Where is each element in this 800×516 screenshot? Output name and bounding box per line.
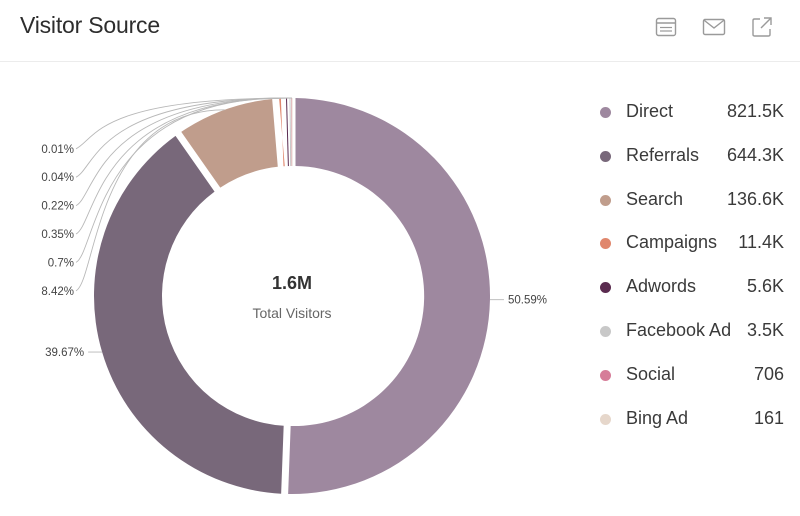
- center-value: 1.6M: [272, 273, 312, 293]
- legend-dot-referrals: [600, 150, 611, 162]
- legend-item-campaigns[interactable]: Campaigns 11.4K: [600, 225, 790, 269]
- chart-legend: Direct 821.5K Referrals 644.3K Search 136.6K C…: [600, 94, 790, 444]
- legend-value-campaigns: 11.4K: [738, 232, 784, 253]
- legend-label-adwords: Adwords: [626, 276, 697, 297]
- pct-label-facebook-ad: 0.22%: [41, 201, 74, 213]
- panel-header: Visitor Source: [0, 0, 800, 62]
- legend-item-adwords[interactable]: Adwords 5.6K: [600, 269, 790, 313]
- slice-adwords[interactable]: [286, 98, 289, 167]
- slice-campaigns[interactable]: [279, 98, 285, 167]
- legend-item-direct[interactable]: Direct 821.5K: [600, 94, 790, 138]
- legend-item-referrals[interactable]: Referrals 644.3K: [600, 138, 790, 182]
- legend-item-bing-ad[interactable]: Bing Ad 161: [600, 401, 790, 445]
- mail-icon[interactable]: [701, 14, 727, 40]
- legend-label-referrals: Referrals: [626, 144, 700, 165]
- list-icon[interactable]: [653, 14, 679, 40]
- legend-label-facebook-ad: Facebook Ad: [626, 319, 732, 340]
- leader-line-campaigns: [75, 97, 281, 263]
- leader-line-bing-ad: [75, 97, 292, 150]
- pct-label-campaigns: 0.7%: [48, 257, 74, 269]
- leader-line-facebook-ad: [75, 97, 290, 207]
- legend-item-social[interactable]: Social 706: [600, 357, 790, 401]
- legend-label-social: Social: [626, 363, 676, 384]
- legend-item-facebook-ad[interactable]: Facebook Ad 3.5K: [600, 313, 790, 357]
- legend-dot-adwords: [600, 282, 611, 294]
- legend-dot-campaigns: [600, 238, 611, 250]
- legend-label-bing-ad: Bing Ad: [626, 407, 689, 428]
- center-label: Total Visitors: [252, 305, 331, 321]
- pct-label-bing-ad: 0.01%: [41, 144, 74, 156]
- slice-direct[interactable]: [288, 98, 491, 495]
- legend-dot-social: [600, 369, 611, 381]
- legend-label-direct: Direct: [626, 101, 674, 121]
- donut-chart: 50.59% 39.67% 8.42% 0.7% 0.35% 0.22% 0.04% 0.01…: [41, 97, 547, 495]
- legend-dot-direct: [600, 107, 611, 118]
- legend-dot-facebook-ad: [600, 325, 611, 337]
- leader-line-adwords: [75, 97, 287, 235]
- pct-label-social: 0.04%: [41, 172, 74, 184]
- pct-label-search: 8.42%: [41, 286, 74, 298]
- pct-label-direct: 50.59%: [508, 295, 547, 307]
- legend-value-search: 136.6K: [726, 188, 784, 209]
- legend-dot-bing-ad: [600, 413, 611, 425]
- legend-value-facebook-ad: 3.5K: [746, 319, 784, 340]
- legend-item-search[interactable]: Search 136.6K: [600, 182, 790, 226]
- slice-search[interactable]: [181, 98, 278, 188]
- legend-value-bing-ad: 161: [753, 407, 784, 428]
- legend-dot-search: [600, 194, 611, 206]
- pct-label-adwords: 0.35%: [41, 229, 74, 241]
- legend-value-adwords: 5.6K: [746, 276, 784, 297]
- legend-value-referrals: 644.3K: [726, 144, 784, 165]
- leader-line-search: [75, 109, 225, 292]
- legend-value-social: 706: [753, 363, 784, 384]
- leader-line-social: [75, 97, 292, 178]
- export-icon[interactable]: [749, 14, 775, 40]
- legend-label-search: Search: [626, 188, 684, 209]
- slice-referrals[interactable]: [94, 135, 284, 494]
- legend-label-campaigns: Campaigns: [626, 232, 718, 253]
- panel-title: Visitor Source: [20, 12, 160, 38]
- pct-label-referrals: 39.67%: [45, 347, 84, 359]
- legend-value-direct: 821.5K: [726, 101, 784, 121]
- slice-facebook-ad[interactable]: [289, 98, 292, 167]
